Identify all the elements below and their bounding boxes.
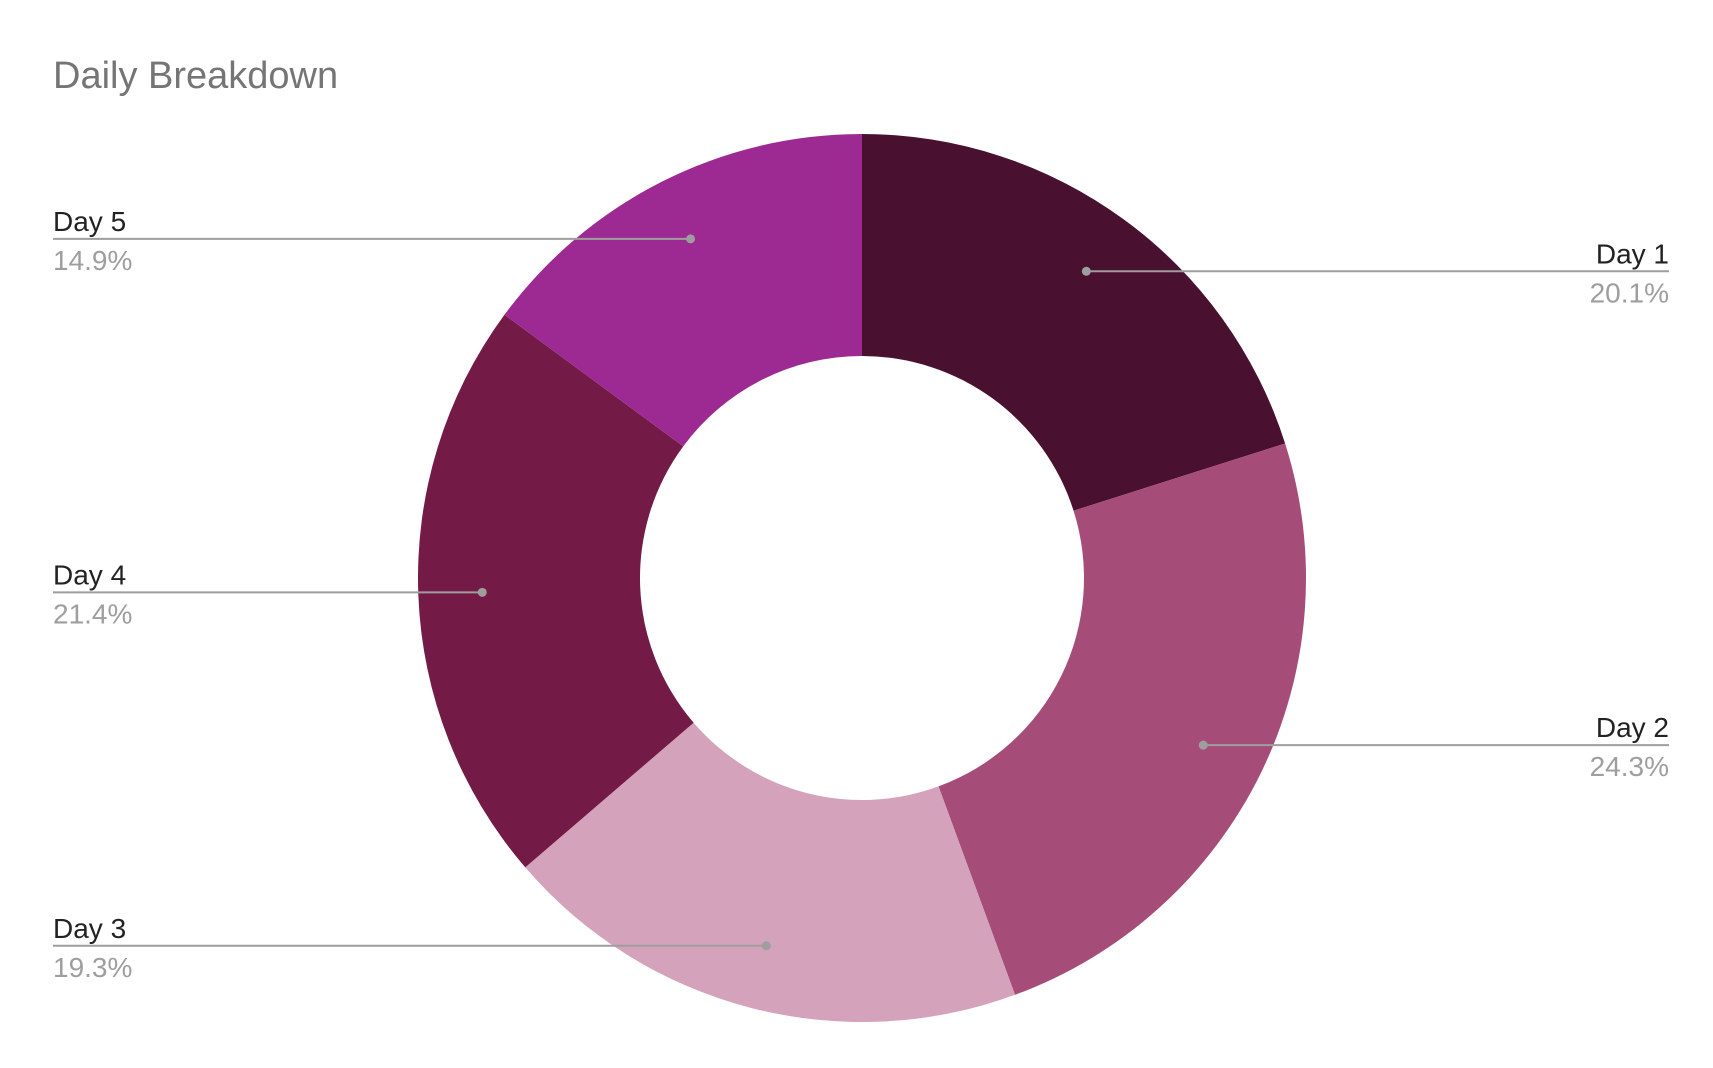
slice-value-label-day-1: 20.1% [1590,277,1669,308]
slice-day-4[interactable] [417,314,694,868]
slice-value-label-day-4: 21.4% [53,598,132,629]
slice-day-1[interactable] [862,134,1286,511]
slice-labels: Day 1 20.1% Day 2 24.3% Day 3 19.3% Day 4 21.4%… [53,206,1669,983]
donut-slices [417,134,1307,1022]
chart-title: Daily Breakdown [53,55,338,97]
slice-day-5[interactable] [504,134,862,447]
slice-day-2[interactable] [938,443,1307,995]
slice-label-day-4: Day 4 [53,559,126,590]
leader-dot-day-4 [477,587,487,597]
leader-dot-day-1 [1081,266,1091,276]
leader-dot-day-3 [761,941,771,951]
slice-day-3[interactable] [525,722,1016,1022]
slice-value-label-day-2: 24.3% [1590,751,1669,782]
slice-value-label-day-3: 19.3% [53,952,132,983]
slice-label-day-2: Day 2 [1596,712,1669,743]
slice-value-label-day-5: 14.9% [53,245,132,276]
leader-dot-day-2 [1198,740,1208,750]
slice-label-day-5: Day 5 [53,206,126,237]
slice-label-day-1: Day 1 [1596,238,1669,269]
leader-dot-day-5 [686,234,696,244]
slice-label-day-3: Day 3 [53,913,126,944]
